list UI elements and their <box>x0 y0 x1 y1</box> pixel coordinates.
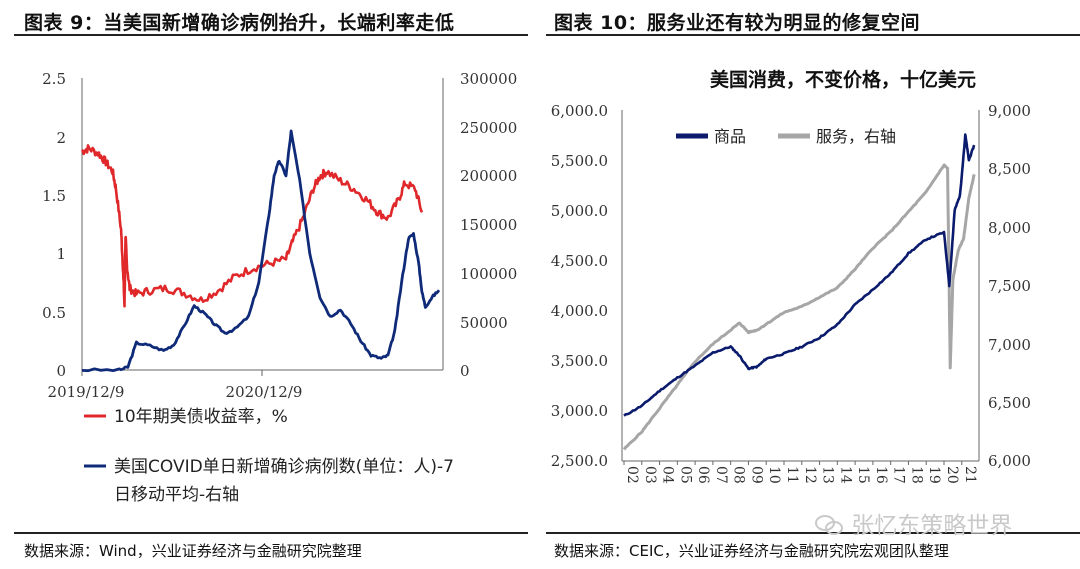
right-tick: 9,000 <box>988 102 1031 120</box>
right-tick: 6,000 <box>988 452 1031 470</box>
x-tick: 07 <box>713 466 729 484</box>
right-tick: 8,500 <box>988 160 1031 178</box>
legend-label-covid-line2: 日移动平均-右轴 <box>114 485 239 505</box>
watermark-text: 张忆东策略世界 <box>851 513 1013 539</box>
left-tick: 4,000.0 <box>551 302 608 320</box>
right-tick: 200000 <box>460 167 517 185</box>
x-tick: 2020/12/9 <box>226 383 303 401</box>
left-source-note: 数据来源：Wind，兴业证券经济与金融研究院整理 <box>24 542 362 560</box>
left-bottom-rule <box>14 532 528 534</box>
series-covid-cases-line <box>81 129 441 373</box>
wechat-icon <box>815 515 843 535</box>
watermark: 张忆东策略世界 <box>814 506 1012 540</box>
x-tick: 02 <box>624 466 640 484</box>
right-inner-chart-title: 美国消费，不变价格，十亿美元 <box>710 68 976 91</box>
right-tick: 7,000 <box>988 336 1031 354</box>
right-tick: 6,500 <box>988 394 1031 412</box>
legend-label-goods: 商品 <box>714 127 746 146</box>
legend-label-services: 服务，右轴 <box>816 127 896 146</box>
left-tick: 2 <box>56 129 66 147</box>
left-chart-title: 图表 9：当美国新增确诊病例抬升，长端利率走低 <box>24 12 455 34</box>
series-10y-yield-line <box>80 144 424 308</box>
right-tick: 100000 <box>460 265 517 283</box>
left-tick: 3,500.0 <box>551 352 608 370</box>
right-title-rule <box>546 34 1080 36</box>
x-tick: 14 <box>837 466 853 484</box>
right-tick: 7,500 <box>988 277 1031 295</box>
left-tick: 5,500.0 <box>551 152 608 170</box>
right-tick: 150000 <box>460 216 517 234</box>
x-tick: 10 <box>766 466 782 484</box>
right-tick: 0 <box>460 362 470 380</box>
x-tick: 19 <box>926 466 942 484</box>
left-tick: 1 <box>56 245 66 263</box>
right-chart-svg: 美国消费，不变价格，十亿美元 6,000.0 5,500.0 5,000.0 4… <box>551 68 1031 484</box>
x-tick: 11 <box>784 466 800 484</box>
x-tick: 12 <box>802 466 818 484</box>
x-tick: 09 <box>748 466 764 484</box>
series-goods-line <box>623 133 976 417</box>
left-tick: 0 <box>56 362 66 380</box>
series-services-line <box>622 163 976 451</box>
left-chart-svg: 2.5 2 1.5 1 0.5 0 300000 250000 200000 1… <box>42 70 517 505</box>
x-tick: 06 <box>695 466 711 484</box>
right-bottom-rule <box>546 532 1080 534</box>
left-tick: 6,000.0 <box>551 102 608 120</box>
left-tick: 0.5 <box>42 304 66 322</box>
legend-label-covid-line1: 美国COVID单日新增确诊病例数(单位：人)-7 <box>114 457 454 477</box>
right-tick: 300000 <box>460 70 517 88</box>
x-tick: 04 <box>660 466 676 484</box>
x-tick: 18 <box>908 466 924 484</box>
x-tick: 15 <box>855 466 871 484</box>
x-tick: 03 <box>642 466 658 484</box>
x-tick: 08 <box>731 466 747 484</box>
right-tick: 50000 <box>460 314 508 332</box>
left-tick: 2.5 <box>42 70 66 88</box>
left-tick: 3,000.0 <box>551 402 608 420</box>
right-tick: 250000 <box>460 119 517 137</box>
x-tick: 16 <box>873 466 889 484</box>
left-chart-panel: 图表 9：当美国新增确诊病例抬升，长端利率走低 2.5 2 1.5 1 0.5 … <box>0 0 530 569</box>
right-chart-title: 图表 10：服务业还有较为明显的修复空间 <box>554 12 921 34</box>
left-tick: 1.5 <box>42 187 66 205</box>
right-source-note: 数据来源：CEIC，兴业证券经济与金融研究院宏观团队整理 <box>554 542 949 560</box>
x-tick: 05 <box>677 466 693 484</box>
x-tick: 13 <box>820 466 836 484</box>
x-tick: 2019/12/9 <box>48 383 125 401</box>
right-tick: 8,000 <box>988 219 1031 237</box>
x-tick: 21 <box>962 466 978 484</box>
legend-label-yield: 10年期美债收益率，% <box>114 407 288 427</box>
left-tick: 4,500.0 <box>551 252 608 270</box>
left-title-rule <box>14 34 528 36</box>
left-tick: 2,500.0 <box>551 452 608 470</box>
x-tick: 20 <box>944 466 960 484</box>
right-chart-panel: 图表 10：服务业还有较为明显的修复空间 美国消费，不变价格，十亿美元 6,00… <box>540 0 1080 569</box>
left-tick: 5,000.0 <box>551 202 608 220</box>
x-tick: 17 <box>891 466 907 484</box>
